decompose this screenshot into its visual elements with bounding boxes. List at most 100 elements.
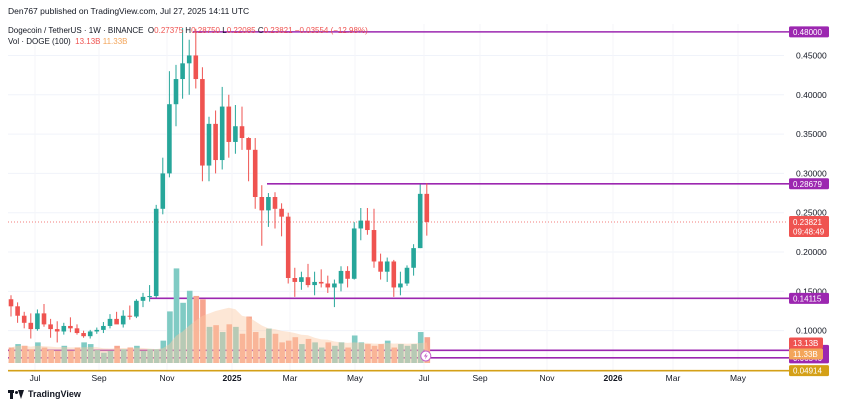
ohlc-high-label: H [185,26,192,35]
tradingview-footer[interactable]: TradingView [8,389,81,399]
price-axis[interactable]: 0.45000 0.40000 0.35000 0.30000 0.25000 0.200… [789,26,829,377]
y-tick-label: 0.10000 [796,326,827,336]
candle[interactable] [8,295,14,317]
candle[interactable] [345,266,350,288]
candle[interactable] [312,271,317,296]
candle-body [134,300,139,317]
candle[interactable] [239,106,245,150]
candle[interactable] [140,292,146,308]
candle[interactable] [404,265,410,286]
candle[interactable] [153,204,159,298]
volume-bar [285,340,292,363]
volume-legend[interactable]: Vol · DOGE (100) 13.13B 11.33B [8,37,128,46]
volume-bar [219,332,226,363]
candle[interactable] [365,208,370,235]
candle[interactable] [266,193,271,227]
candle[interactable] [68,317,73,333]
candle[interactable] [180,27,185,99]
candle[interactable] [200,67,205,182]
candle[interactable] [332,279,337,308]
volume-bar [81,342,87,363]
candle[interactable] [358,208,364,241]
candle[interactable] [318,269,324,288]
candle[interactable] [54,321,60,343]
candle-body [15,306,20,316]
candle[interactable] [259,185,265,246]
candle[interactable] [391,259,397,297]
candle[interactable] [213,110,218,174]
candle[interactable] [107,314,113,329]
last-price-tag [789,215,829,237]
candle-body [384,261,390,272]
candle[interactable] [186,39,192,95]
candle[interactable] [114,311,119,325]
volume-bar [404,345,411,363]
candle[interactable] [424,183,430,236]
candle[interactable] [398,271,403,296]
candle[interactable] [15,302,20,323]
candle[interactable] [233,104,238,154]
candle[interactable] [384,257,390,282]
volume-bar [292,337,299,363]
candle[interactable] [417,184,423,249]
candle[interactable] [279,203,284,237]
candle-body [246,138,251,150]
candle-body [266,197,271,211]
candle[interactable] [252,138,258,209]
volume-value-label: 13.13B [793,339,818,348]
candle[interactable] [74,324,80,335]
volume-bar [213,325,219,363]
candle[interactable] [134,299,139,319]
candle[interactable] [160,157,166,215]
candle[interactable] [127,305,133,320]
candle[interactable] [299,271,304,290]
candle[interactable] [101,322,106,334]
candle-body [140,296,146,301]
candle[interactable] [378,253,383,280]
candle[interactable] [305,263,311,288]
candle[interactable] [28,313,34,339]
candle[interactable] [41,303,47,327]
candle[interactable] [351,222,357,280]
ohlc-low-label: L [222,26,227,35]
candlesticks[interactable] [8,27,430,343]
candle[interactable] [167,71,172,178]
candle[interactable] [272,192,278,229]
candle[interactable] [48,318,53,338]
ohlc-change-value: −0.03554 (−12.98%) [294,26,368,35]
volume-bar [173,268,180,363]
candle-body [371,230,377,262]
candle[interactable] [81,330,86,338]
time-axis[interactable]: Jul Sep Nov 2025 Mar May Jul Sep Nov 2026 Mar May [30,373,747,383]
candle[interactable] [206,116,212,182]
symbol-legend[interactable]: Dogecoin / TetherUS · 1W · BINANCE O0.27… [8,26,368,35]
volume-bar [279,342,285,363]
candle[interactable] [411,244,416,276]
candle[interactable] [338,266,344,292]
candle[interactable] [371,208,377,268]
candle[interactable] [219,86,225,170]
candle[interactable] [147,285,152,302]
candle[interactable] [246,137,251,182]
candle[interactable] [285,212,291,284]
volume-bar [153,349,160,363]
candle[interactable] [193,28,199,89]
candle-body [259,197,265,211]
candle[interactable] [21,311,27,329]
ohlc-high-value: 0.28750 [191,26,220,35]
chart-markers [420,350,432,362]
ohlc-low-value: 0.22085 [226,26,256,35]
volume-bar [206,326,213,363]
candle[interactable] [292,267,298,297]
candle[interactable] [226,94,232,158]
candle[interactable] [61,322,67,335]
candle[interactable] [120,310,126,328]
candle-body [81,333,86,337]
candle[interactable] [87,329,93,339]
candle[interactable] [173,64,179,127]
candle[interactable] [325,275,331,293]
ohlc-close-value: 0.23821 [263,26,293,35]
candle[interactable] [94,327,100,334]
candle[interactable] [35,309,40,331]
